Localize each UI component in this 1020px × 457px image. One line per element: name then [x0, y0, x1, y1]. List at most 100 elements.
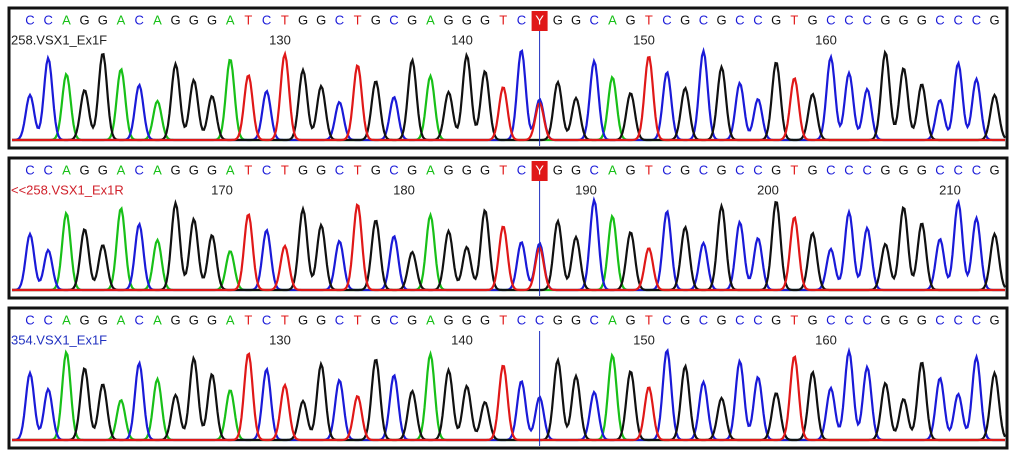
base-letter: G — [880, 312, 890, 327]
base-letter: C — [135, 12, 144, 27]
base-letter: G — [808, 312, 818, 327]
base-letter: T — [244, 312, 252, 327]
base-letter: C — [972, 312, 981, 327]
base-letter: A — [608, 12, 617, 27]
base-letter: C — [863, 312, 872, 327]
base-letter: G — [626, 312, 636, 327]
base-letter: C — [517, 312, 526, 327]
base-letter: C — [335, 312, 344, 327]
base-letter: A — [117, 312, 126, 327]
base-letter: G — [917, 312, 927, 327]
base-letter: G — [553, 12, 563, 27]
base-letter: G — [462, 312, 472, 327]
base-letter: C — [753, 12, 762, 27]
base-letter: G — [371, 12, 381, 27]
base-letter: C — [753, 162, 762, 177]
base-letter: C — [753, 312, 762, 327]
base-letter: C — [826, 162, 835, 177]
base-letter: Y — [535, 162, 544, 177]
base-letter: C — [662, 162, 671, 177]
base-letter: G — [480, 312, 490, 327]
base-letter: G — [571, 162, 581, 177]
position-number: 210 — [939, 182, 961, 197]
base-letter: C — [517, 162, 526, 177]
base-letter: G — [771, 162, 781, 177]
base-letter: A — [608, 312, 617, 327]
base-letter: T — [281, 312, 289, 327]
base-letter: G — [207, 312, 217, 327]
base-letter: G — [171, 162, 181, 177]
base-letter: T — [354, 312, 362, 327]
base-letter: A — [117, 162, 126, 177]
position-number: 160 — [815, 332, 837, 347]
base-letter: C — [844, 162, 853, 177]
base-letter: G — [444, 312, 454, 327]
base-letter: C — [972, 162, 981, 177]
base-letter: G — [98, 162, 108, 177]
base-letter: G — [808, 12, 818, 27]
base-letter: G — [990, 12, 1000, 27]
base-letter: T — [645, 312, 653, 327]
position-number: 190 — [575, 182, 597, 197]
base-letter: G — [189, 12, 199, 27]
base-letter: G — [371, 312, 381, 327]
base-letter: G — [917, 162, 927, 177]
base-letter: C — [662, 12, 671, 27]
base-letter: C — [590, 312, 599, 327]
base-letter: C — [389, 162, 398, 177]
base-letter: C — [662, 312, 671, 327]
base-letter: C — [44, 12, 53, 27]
base-letter: G — [462, 12, 472, 27]
base-letter: C — [25, 312, 34, 327]
base-letter: G — [899, 12, 909, 27]
base-letter: G — [771, 312, 781, 327]
position-number: 130 — [269, 32, 291, 47]
base-letter: A — [153, 12, 162, 27]
position-number: 180 — [393, 182, 415, 197]
base-letter: C — [335, 162, 344, 177]
base-letter: G — [407, 12, 417, 27]
base-letter: T — [790, 162, 798, 177]
base-letter: T — [790, 12, 798, 27]
base-letter: G — [371, 162, 381, 177]
base-letter: G — [899, 312, 909, 327]
base-letter: G — [98, 312, 108, 327]
base-letter: G — [207, 162, 217, 177]
base-letter: C — [389, 312, 398, 327]
base-letter: A — [117, 12, 126, 27]
base-letter: C — [935, 12, 944, 27]
trace-label: 354.VSX1_Ex1F — [11, 332, 107, 347]
base-letter: C — [826, 312, 835, 327]
base-letter: G — [680, 162, 690, 177]
base-letter: C — [699, 162, 708, 177]
base-letter: C — [935, 162, 944, 177]
base-letter: G — [298, 312, 308, 327]
base-letter: T — [281, 12, 289, 27]
base-letter: T — [244, 12, 252, 27]
base-letter: A — [153, 162, 162, 177]
base-letter: G — [316, 12, 326, 27]
base-letter: A — [62, 312, 71, 327]
position-number: 150 — [633, 332, 655, 347]
base-letter: A — [426, 312, 435, 327]
base-letter: G — [407, 312, 417, 327]
base-letter: A — [226, 312, 235, 327]
trace — [12, 351, 1005, 442]
base-letter: T — [645, 12, 653, 27]
base-letter: G — [189, 162, 199, 177]
base-letter: A — [62, 12, 71, 27]
base-letter: A — [426, 12, 435, 27]
position-number: 140 — [451, 332, 473, 347]
base-letter: G — [407, 162, 417, 177]
base-letter: G — [444, 162, 454, 177]
base-letter: T — [790, 312, 798, 327]
base-letter: G — [480, 162, 490, 177]
base-letter: G — [80, 312, 90, 327]
base-letter: C — [262, 12, 271, 27]
base-letter: C — [935, 312, 944, 327]
base-letter: A — [226, 162, 235, 177]
base-letter: G — [571, 12, 581, 27]
base-letter: G — [880, 12, 890, 27]
